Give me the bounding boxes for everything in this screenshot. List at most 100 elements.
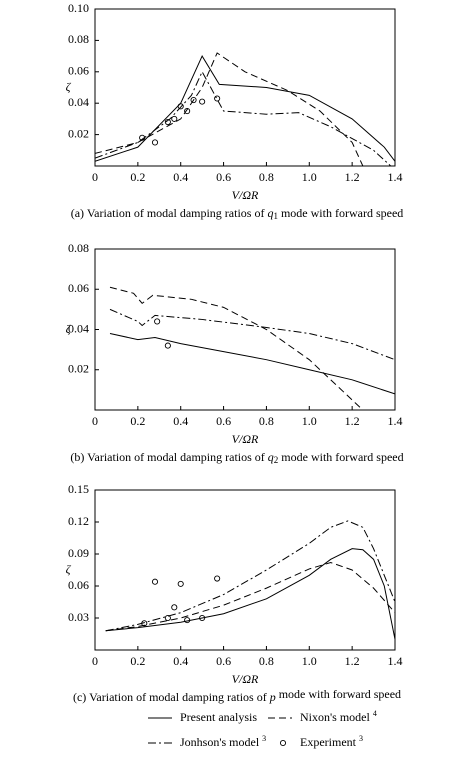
experiment-point (177, 580, 184, 587)
experiment-point (190, 97, 197, 104)
y-tick-label: 0.02 (68, 126, 89, 140)
experiment-point (214, 95, 221, 102)
x-tick-label: 0.2 (130, 654, 145, 668)
series-line (109, 333, 395, 395)
x-axis-label: V/ΩR (232, 672, 259, 686)
caption-part: mode with forward speed (276, 687, 401, 701)
y-tick-label: 0.02 (68, 362, 89, 376)
x-tick-label: 0.8 (259, 654, 274, 668)
x-tick-label: 0.6 (216, 170, 231, 184)
x-tick-label: 1.4 (388, 170, 403, 184)
legend-marker (279, 739, 287, 747)
y-tick-label: 0.04 (68, 321, 89, 335)
experiment-point (184, 617, 191, 624)
experiment-point (164, 118, 171, 126)
x-tick-label: 1.0 (302, 654, 317, 668)
series-line (105, 520, 395, 632)
legend-name: Nixon's model (300, 710, 370, 724)
y-tick-label: 0.08 (68, 241, 89, 255)
experiment-point (214, 575, 221, 582)
y-tick-label: 0.04 (68, 95, 89, 109)
caption-part: (a) Variation of modal damping ratios of (71, 206, 268, 220)
experiment-point (164, 614, 171, 622)
experiment-point (199, 98, 206, 105)
caption: (c) Variation of modal damping ratios of… (73, 687, 401, 704)
legend-ref: 3 (359, 734, 363, 743)
y-tick-label: 0.06 (68, 578, 89, 592)
experiment-point (139, 134, 146, 141)
plot-frame (94, 248, 396, 411)
y-tick-label: 0.15 (68, 482, 89, 496)
plot-frame (94, 489, 396, 651)
caption-part: p (269, 690, 276, 704)
x-tick-label: 1.4 (388, 414, 403, 428)
legend-label: Experiment 3 (300, 734, 363, 749)
x-axis-label: V/ΩR (232, 432, 259, 446)
series-line (109, 308, 395, 361)
x-tick-label: 1.2 (345, 170, 360, 184)
experiment-point (154, 318, 161, 325)
y-tick-label: 0.06 (68, 64, 89, 78)
caption-part: q (268, 450, 274, 464)
legend-ref: 4 (373, 709, 377, 718)
caption-part: q (267, 206, 273, 220)
caption: (b) Variation of modal damping ratios of… (70, 450, 403, 465)
x-tick-label: 0.8 (259, 414, 274, 428)
experiment-point (171, 115, 178, 122)
legend-ref: 3 (262, 734, 266, 743)
legend-label: Present analysis (180, 710, 257, 724)
x-axis-label: V/ΩR (232, 188, 259, 202)
experiment-point (171, 604, 178, 611)
series-line (95, 55, 395, 162)
series-line (105, 562, 395, 632)
x-tick-label: 0 (92, 654, 98, 668)
x-tick-label: 0.6 (216, 654, 231, 668)
experiment-point (151, 578, 159, 585)
experiment-point (151, 139, 159, 146)
caption-part: 1 (273, 211, 278, 221)
y-axis-label: ζ (66, 79, 72, 93)
x-tick-label: 1.4 (388, 654, 403, 668)
x-tick-label: 0.6 (216, 414, 231, 428)
y-tick-label: 0.10 (68, 1, 89, 15)
x-tick-label: 0.4 (173, 654, 188, 668)
legend-label: Nixon's model 4 (300, 709, 377, 724)
caption-part: (c) Variation of modal damping ratios of (73, 690, 270, 704)
y-tick-label: 0.03 (68, 610, 89, 624)
plot-frame (94, 8, 396, 167)
x-tick-label: 1.2 (345, 414, 360, 428)
x-tick-label: 0 (92, 170, 98, 184)
y-tick-label: 0.12 (68, 514, 89, 528)
caption-part: 2 (274, 455, 279, 465)
legend-name: Present analysis (180, 710, 257, 724)
series-line (95, 70, 392, 166)
x-tick-label: 1.2 (345, 654, 360, 668)
x-tick-label: 0.8 (259, 170, 274, 184)
experiment-point (184, 108, 191, 115)
caption-part: (b) Variation of modal damping ratios of (70, 450, 267, 464)
caption: (a) Variation of modal damping ratios of… (71, 206, 404, 221)
legend-name: Experiment (300, 735, 357, 749)
experiment-point (199, 614, 206, 622)
series-line (105, 548, 395, 640)
x-tick-label: 0 (92, 414, 98, 428)
legend-label: Jonhson's model 3 (180, 734, 266, 749)
series-line (109, 286, 364, 410)
x-tick-label: 0.2 (130, 414, 145, 428)
caption-part: mode with forward speed (278, 206, 403, 220)
y-axis-label: ζ (66, 321, 72, 335)
y-axis-label: ζ (66, 562, 72, 576)
experiment-point (164, 342, 171, 349)
x-tick-label: 0.2 (130, 170, 145, 184)
experiment-point (177, 103, 184, 110)
y-tick-label: 0.06 (68, 281, 89, 295)
series-line (95, 52, 364, 166)
y-tick-label: 0.08 (68, 32, 89, 46)
caption-part: mode with forward speed (278, 450, 403, 464)
legend-name: Jonhson's model (180, 735, 260, 749)
x-tick-label: 0.4 (173, 170, 188, 184)
experiment-point (141, 620, 148, 627)
x-tick-label: 1.0 (302, 414, 317, 428)
y-tick-label: 0.09 (68, 546, 89, 560)
